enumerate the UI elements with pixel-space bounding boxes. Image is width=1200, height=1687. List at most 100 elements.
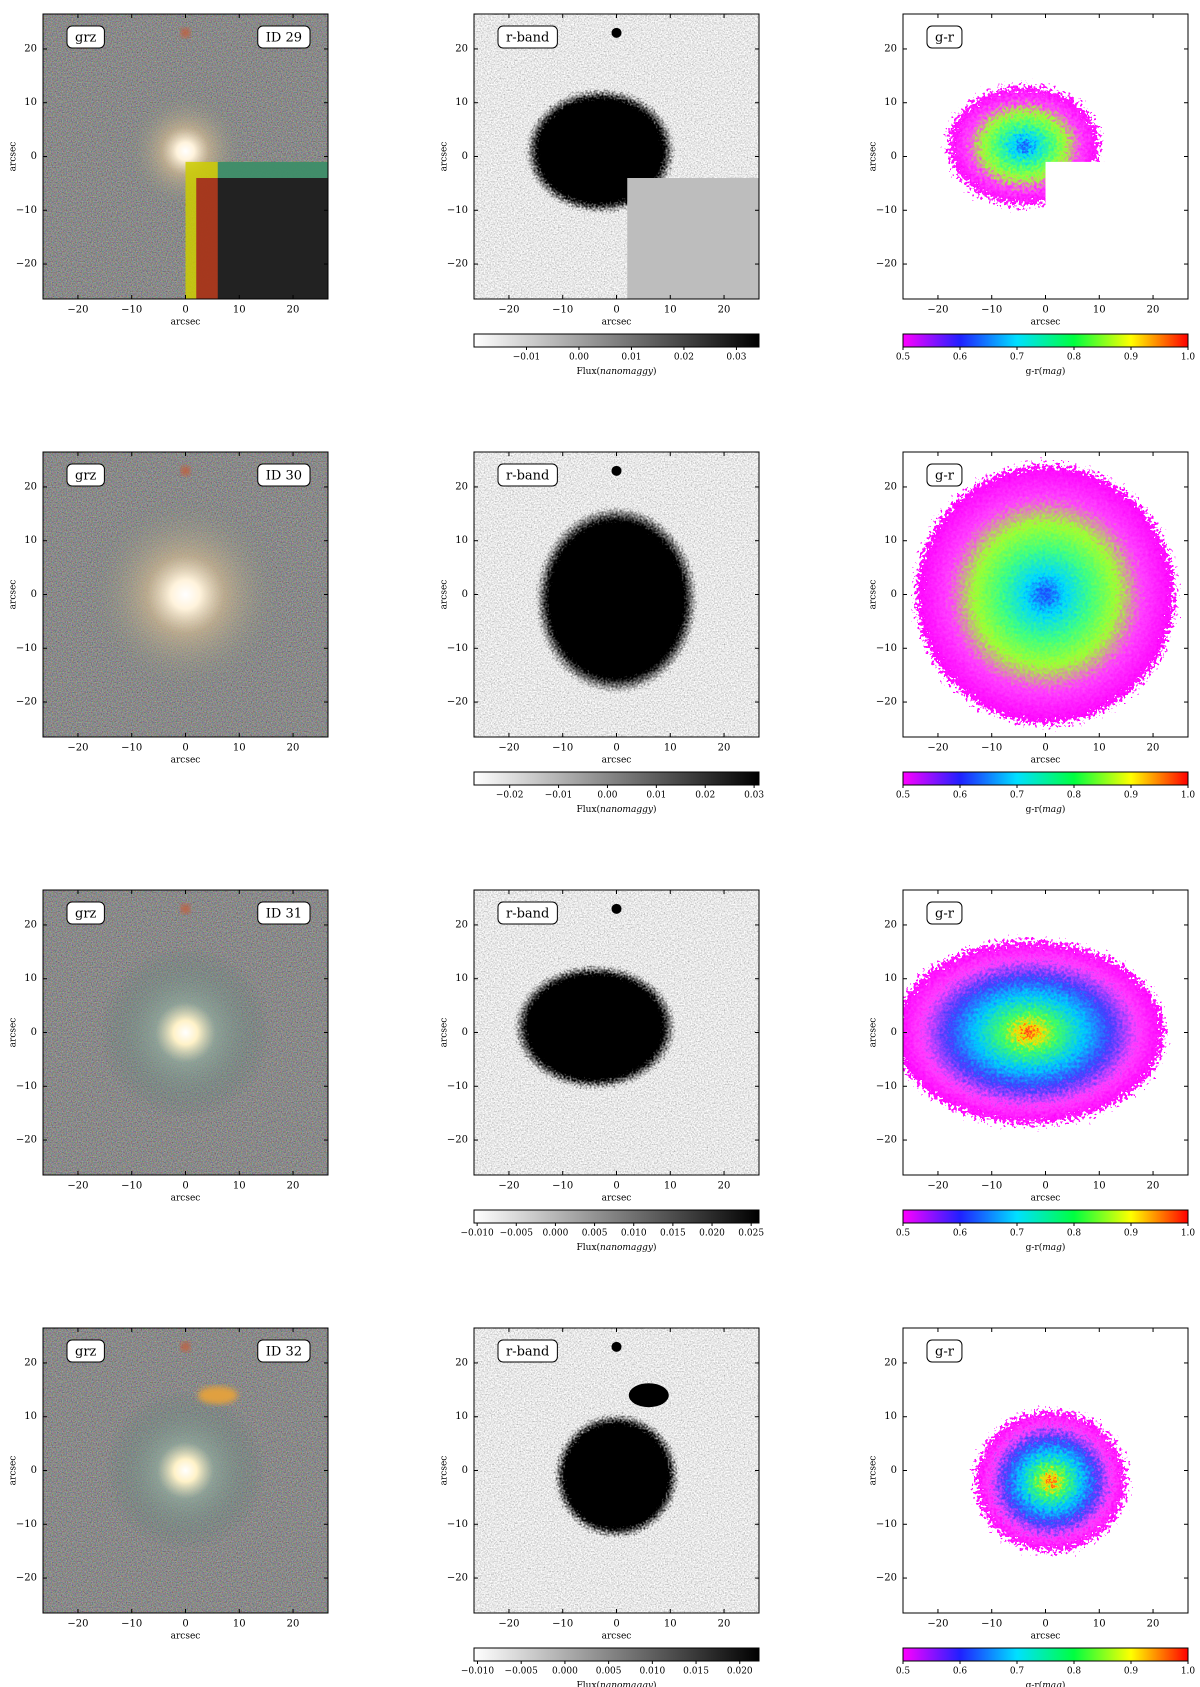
y-tick-label: 0 (462, 151, 468, 162)
x-tick-label: −10 (552, 305, 573, 316)
y-tick-label: 20 (455, 1357, 468, 1368)
colorbar-label-part: mag (1042, 805, 1062, 815)
colorbar-tick-label: 0.03 (726, 353, 746, 363)
y-tick-label: 0 (891, 151, 897, 162)
colorbar-label-part: mag (1042, 367, 1062, 377)
y-axis-label: arcsec (9, 580, 19, 610)
colorbar-label-part: nanomaggy (600, 1243, 654, 1253)
colorbar-tick-label: 0.6 (953, 1229, 968, 1239)
colorbar-tick-label: 0.6 (953, 791, 968, 801)
colorbar-label-part: g-r( (1026, 366, 1043, 377)
colorbar-tick-label: 0.6 (953, 1667, 968, 1677)
colorbar-tick-label: 0.6 (953, 353, 968, 363)
x-tick-label: −10 (981, 1181, 1002, 1192)
badge (66, 25, 105, 49)
panel-image (474, 1328, 759, 1613)
colorbar-label: g-r(mag) (1026, 1680, 1066, 1687)
colorbar (473, 1209, 760, 1224)
badge-label: r-band (506, 31, 549, 46)
colorbar-label-part: nanomaggy (600, 805, 654, 815)
x-axis-label: arcsec (1031, 1194, 1061, 1204)
y-axis-label: arcsec (869, 142, 879, 172)
x-tick-label: −20 (498, 743, 519, 754)
panel-image (903, 1328, 1188, 1613)
companion (197, 1386, 238, 1405)
colorbar-tick-label: 0.9 (1124, 1229, 1139, 1239)
badge-label: grz (75, 31, 97, 46)
y-tick-label: 20 (884, 1357, 897, 1368)
colorbar-tick-label: −0.005 (505, 1667, 539, 1677)
colorbar-tick-label: 0.000 (543, 1229, 569, 1239)
x-tick-label: −10 (981, 305, 1002, 316)
y-tick-label: −10 (447, 205, 468, 216)
badge (497, 463, 558, 487)
y-tick-label: −20 (16, 697, 37, 708)
y-tick-label: −20 (876, 697, 897, 708)
y-axis-label: arcsec (440, 1018, 450, 1048)
y-tick-label: 10 (455, 535, 468, 546)
x-tick-label: 0 (613, 1181, 619, 1192)
colorbar-tick-label: 0.02 (695, 791, 715, 801)
y-tick-label: −20 (447, 1135, 468, 1146)
y-tick-label: 0 (31, 589, 37, 600)
y-tick-label: 20 (24, 481, 37, 492)
colorbar (473, 333, 760, 348)
x-tick-label: −20 (927, 1181, 948, 1192)
x-axis-label: arcsec (1031, 318, 1061, 328)
x-tick-label: −10 (981, 1619, 1002, 1630)
colorbar-label: g-r(mag) (1026, 1242, 1066, 1253)
y-tick-label: 20 (24, 43, 37, 54)
badge (66, 1339, 105, 1363)
colorbar-tick-label: 0.7 (1010, 1667, 1025, 1677)
panel-image (474, 890, 759, 1175)
x-axis-label: arcsec (1031, 756, 1061, 766)
badge-label: g-r (935, 469, 955, 484)
x-tick-label: −10 (121, 743, 142, 754)
y-tick-label: 20 (455, 43, 468, 54)
panel-image (903, 890, 1188, 1175)
colorbar-label-part: ) (653, 1680, 657, 1687)
colorbar-label-part: ) (653, 1242, 657, 1253)
x-tick-label: 0 (613, 743, 619, 754)
x-tick-label: 20 (1147, 1181, 1160, 1192)
colorbar-label-part: mag (1042, 1681, 1062, 1687)
x-tick-label: 0 (1042, 1619, 1048, 1630)
x-tick-label: 20 (1147, 743, 1160, 754)
colorbar-tick-label: −0.005 (500, 1229, 534, 1239)
badge-label: g-r (935, 1345, 955, 1360)
colorbar-tick-label: 0.5 (896, 1229, 911, 1239)
x-tick-label: −10 (552, 1619, 573, 1630)
badge (497, 901, 558, 925)
y-tick-label: 10 (884, 1411, 897, 1422)
colorbar-tick-label: 1.0 (1181, 353, 1196, 363)
colorbar-label-part: nanomaggy (600, 367, 654, 377)
badge (926, 901, 963, 925)
badge-label: r-band (506, 907, 549, 922)
x-axis-label: arcsec (602, 1632, 632, 1642)
x-tick-label: −20 (927, 1619, 948, 1630)
x-tick-label: 10 (664, 1181, 677, 1192)
badge (497, 1339, 558, 1363)
x-tick-label: 10 (1093, 1619, 1106, 1630)
y-axis-label: arcsec (440, 1456, 450, 1486)
x-tick-label: 0 (1042, 1181, 1048, 1192)
colorbar-tick-label: 0.005 (582, 1229, 608, 1239)
colorbar-tick-label: 0.020 (699, 1229, 725, 1239)
badge-label: grz (75, 907, 97, 922)
x-tick-label: 10 (233, 1619, 246, 1630)
mask-black (217, 178, 328, 299)
x-axis-label: arcsec (602, 1194, 632, 1204)
y-tick-label: 10 (455, 1411, 468, 1422)
y-tick-label: −20 (16, 1135, 37, 1146)
galaxy-id: ID 31 (266, 907, 302, 922)
y-axis-label: arcsec (9, 1018, 19, 1048)
colorbar-tick-label: 0.7 (1010, 1229, 1025, 1239)
colorbar-label-part: ) (1062, 1242, 1066, 1253)
y-tick-label: −20 (876, 1135, 897, 1146)
badge-label: r-band (506, 469, 549, 484)
x-tick-label: 10 (664, 743, 677, 754)
y-tick-label: −10 (876, 1081, 897, 1092)
badge (926, 25, 963, 49)
y-tick-label: −20 (447, 697, 468, 708)
y-tick-label: 0 (891, 1027, 897, 1038)
